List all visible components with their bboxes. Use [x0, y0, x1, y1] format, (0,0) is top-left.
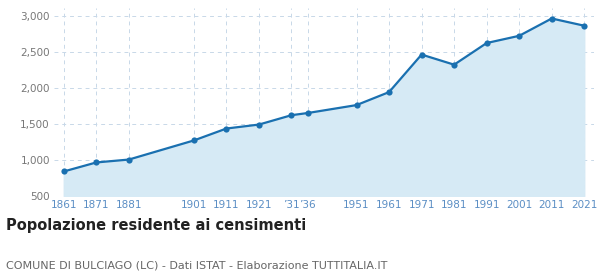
- Point: [514, 34, 524, 38]
- Point: [124, 157, 134, 162]
- Point: [303, 111, 313, 115]
- Point: [287, 113, 296, 117]
- Point: [189, 138, 199, 143]
- Point: [547, 16, 557, 21]
- Point: [352, 103, 361, 107]
- Point: [417, 52, 427, 57]
- Point: [59, 169, 68, 174]
- Text: Popolazione residente ai censimenti: Popolazione residente ai censimenti: [6, 218, 306, 234]
- Point: [384, 90, 394, 94]
- Point: [449, 62, 459, 67]
- Point: [580, 24, 589, 28]
- Text: COMUNE DI BULCIAGO (LC) - Dati ISTAT - Elaborazione TUTTITALIA.IT: COMUNE DI BULCIAGO (LC) - Dati ISTAT - E…: [6, 260, 388, 270]
- Point: [254, 122, 264, 127]
- Point: [221, 126, 231, 131]
- Point: [91, 160, 101, 165]
- Point: [482, 41, 491, 45]
